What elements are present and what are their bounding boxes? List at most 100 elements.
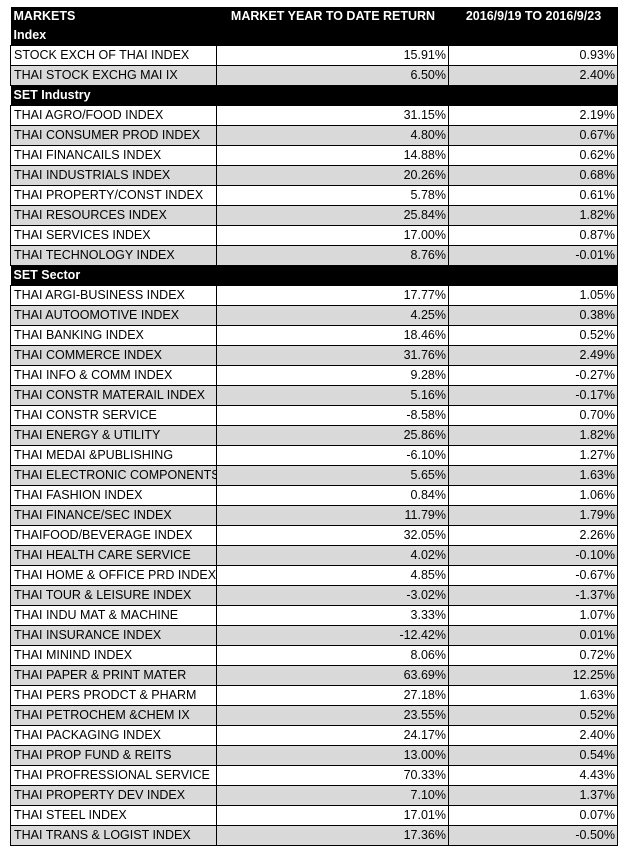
table-row: THAI PAPER & PRINT MATER 63.69% 12.25% (10, 665, 618, 686)
week-return-cell: 0.52% (448, 705, 618, 726)
ytd-return-cell: 4.25% (216, 305, 449, 326)
ytd-return-cell: 17.77% (216, 285, 449, 306)
week-return-cell: 1.37% (448, 785, 618, 806)
table-row: THAI CONSTR SERVICE -8.58% 0.70% (10, 405, 618, 426)
week-return-cell: 1.05% (448, 285, 618, 306)
market-name-cell: STOCK EXCH OF THAI INDEX (10, 45, 217, 66)
table-row: THAI INDUSTRIALS INDEX 20.26% 0.68% (10, 165, 618, 186)
week-return-cell: 2.49% (448, 345, 618, 366)
ytd-return-cell: 11.79% (216, 505, 449, 526)
table-row: THAI RESOURCES INDEX 25.84% 1.82% (10, 205, 618, 226)
market-name-cell: THAI HEALTH CARE SERVICE (10, 545, 217, 566)
market-name-cell: THAI INDU MAT & MACHINE (10, 605, 217, 626)
market-name-cell: THAI FINANCE/SEC INDEX (10, 505, 217, 526)
table-row: THAI FINANCE/SEC INDEX 11.79% 1.79% (10, 505, 618, 526)
week-return-cell: 0.61% (448, 185, 618, 206)
week-return-cell: 1.79% (448, 505, 618, 526)
ytd-return-cell: 4.80% (216, 125, 449, 146)
market-name-cell: THAI PAPER & PRINT MATER (10, 665, 217, 686)
week-return-cell: 0.38% (448, 305, 618, 326)
ytd-return-cell: 8.76% (216, 245, 449, 266)
table-row: THAI BANKING INDEX 18.46% 0.52% (10, 325, 618, 346)
section-title: SET Industry (10, 85, 618, 106)
table-row: THAI INDU MAT & MACHINE 3.33% 1.07% (10, 605, 618, 626)
section-header-row: SET Sector (10, 265, 618, 286)
week-return-cell: 2.40% (448, 725, 618, 746)
table-row: THAI COMMERCE INDEX 31.76% 2.49% (10, 345, 618, 366)
ytd-return-cell: 18.46% (216, 325, 449, 346)
ytd-return-cell: 4.85% (216, 565, 449, 586)
ytd-return-cell: 20.26% (216, 165, 449, 186)
section-header-row: Index (10, 26, 618, 46)
ytd-return-cell: 0.84% (216, 485, 449, 506)
ytd-return-cell: 31.76% (216, 345, 449, 366)
week-return-cell: 2.26% (448, 525, 618, 546)
table-row: THAI PROPERTY DEV INDEX 7.10% 1.37% (10, 785, 618, 806)
week-return-cell: 1.06% (448, 485, 618, 506)
market-name-cell: THAI ARGI-BUSINESS INDEX (10, 285, 217, 306)
table-row: THAI FASHION INDEX 0.84% 1.06% (10, 485, 618, 506)
week-return-cell: -0.10% (448, 545, 618, 566)
table-row: THAI ELECTRONIC COMPONENTS 5.65% 1.63% (10, 465, 618, 486)
market-name-cell: THAI PROP FUND & REITS (10, 745, 217, 766)
table-row: THAI ARGI-BUSINESS INDEX 17.77% 1.05% (10, 285, 618, 306)
market-name-cell: THAI CONSTR SERVICE (10, 405, 217, 426)
ytd-return-cell: 7.10% (216, 785, 449, 806)
table-row: THAI FINANCAILS INDEX 14.88% 0.62% (10, 145, 618, 166)
market-name-cell: THAI PACKAGING INDEX (10, 725, 217, 746)
ytd-return-cell: 31.15% (216, 105, 449, 126)
table-row: THAI PERS PRODCT & PHARM 27.18% 1.63% (10, 685, 618, 706)
ytd-return-cell: -6.10% (216, 445, 449, 466)
column-header-week-range: 2016/9/19 TO 2016/9/23 (448, 7, 618, 26)
market-returns-table: MARKETS MARKET YEAR TO DATE RETURN 2016/… (10, 7, 618, 846)
ytd-return-cell: 70.33% (216, 765, 449, 786)
market-name-cell: THAI INDUSTRIALS INDEX (10, 165, 217, 186)
table-row: THAI PROP FUND & REITS 13.00% 0.54% (10, 745, 618, 766)
week-return-cell: 0.70% (448, 405, 618, 426)
table-row: THAI TOUR & LEISURE INDEX -3.02% -1.37% (10, 585, 618, 606)
section-header-row: SET Industry (10, 85, 618, 106)
ytd-return-cell: 3.33% (216, 605, 449, 626)
table-row: THAI PETROCHEM &CHEM IX 23.55% 0.52% (10, 705, 618, 726)
ytd-return-cell: 25.86% (216, 425, 449, 446)
week-return-cell: 0.67% (448, 125, 618, 146)
market-name-cell: THAI PROPERTY/CONST INDEX (10, 185, 217, 206)
table-row: THAI CONSUMER PROD INDEX 4.80% 0.67% (10, 125, 618, 146)
table-row: THAI SERVICES INDEX 17.00% 0.87% (10, 225, 618, 246)
ytd-return-cell: 63.69% (216, 665, 449, 686)
table-row: THAI TECHNOLOGY INDEX 8.76% -0.01% (10, 245, 618, 266)
ytd-return-cell: 32.05% (216, 525, 449, 546)
market-name-cell: THAI HOME & OFFICE PRD INDEX (10, 565, 217, 586)
table-row: THAI HEALTH CARE SERVICE 4.02% -0.10% (10, 545, 618, 566)
market-name-cell: THAI AUTOOMOTIVE INDEX (10, 305, 217, 326)
week-return-cell: -0.01% (448, 245, 618, 266)
ytd-return-cell: 17.01% (216, 805, 449, 826)
market-name-cell: THAI PETROCHEM &CHEM IX (10, 705, 217, 726)
market-name-cell: THAI RESOURCES INDEX (10, 205, 217, 226)
market-name-cell: THAI TOUR & LEISURE INDEX (10, 585, 217, 606)
week-return-cell: 1.82% (448, 425, 618, 446)
ytd-return-cell: 9.28% (216, 365, 449, 386)
ytd-return-cell: 25.84% (216, 205, 449, 226)
market-name-cell: THAI CONSUMER PROD INDEX (10, 125, 217, 146)
ytd-return-cell: 15.91% (216, 45, 449, 66)
week-return-cell: -0.27% (448, 365, 618, 386)
market-name-cell: THAI STOCK EXCHG MAI IX (10, 65, 217, 86)
market-name-cell: THAI STEEL INDEX (10, 805, 217, 826)
market-name-cell: THAI MININD INDEX (10, 645, 217, 666)
week-return-cell: 0.87% (448, 225, 618, 246)
week-return-cell: 1.63% (448, 465, 618, 486)
market-name-cell: THAI TRANS & LOGIST INDEX (10, 825, 217, 846)
week-return-cell: -1.37% (448, 585, 618, 606)
week-return-cell: 12.25% (448, 665, 618, 686)
market-name-cell: THAI CONSTR MATERAIL INDEX (10, 385, 217, 406)
ytd-return-cell: 8.06% (216, 645, 449, 666)
section-title: Index (10, 26, 618, 46)
market-name-cell: THAI COMMERCE INDEX (10, 345, 217, 366)
ytd-return-cell: 5.16% (216, 385, 449, 406)
ytd-return-cell: 23.55% (216, 705, 449, 726)
table-row: THAI CONSTR MATERAIL INDEX 5.16% -0.17% (10, 385, 618, 406)
table-body: Index STOCK EXCH OF THAI INDEX 15.91% 0.93%… (10, 26, 618, 846)
market-name-cell: THAIFOOD/BEVERAGE INDEX (10, 525, 217, 546)
table-row: THAI MEDAI &PUBLISHING -6.10% 1.27% (10, 445, 618, 466)
